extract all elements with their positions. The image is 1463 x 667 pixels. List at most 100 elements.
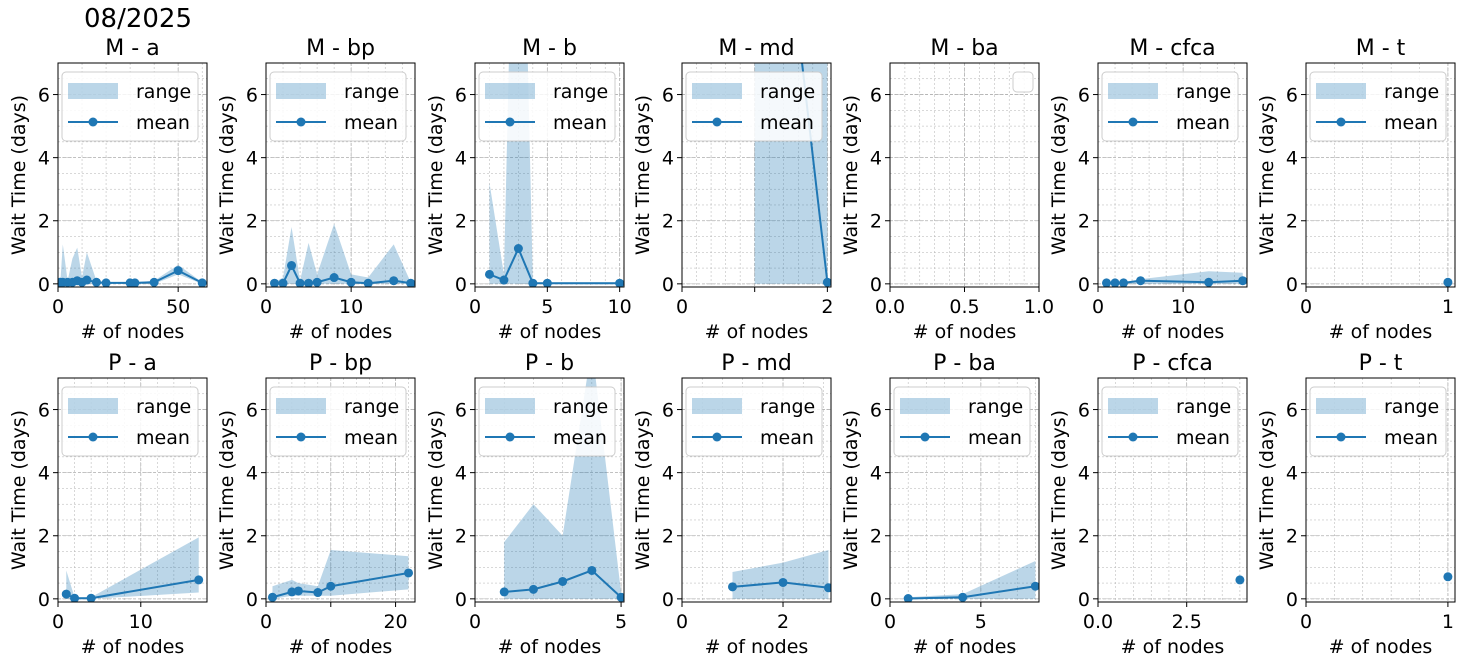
mean-point <box>616 592 624 602</box>
legend: range mean <box>1101 71 1239 142</box>
legend-range-label: range <box>344 81 399 103</box>
y-tick-label: 4 <box>38 463 50 485</box>
axes-frame <box>1305 62 1456 288</box>
legend-mean-label: mean <box>1176 427 1230 449</box>
mean-point <box>389 276 399 286</box>
data-layer <box>1443 572 1453 582</box>
x-tick-label: 20 <box>383 611 407 633</box>
legend: range mean <box>269 71 407 142</box>
legend: range mean <box>61 71 199 142</box>
y-tick-label: 6 <box>455 85 467 107</box>
y-tick-label: 0 <box>246 589 258 611</box>
x-tick-label: 1 <box>1442 296 1454 318</box>
legend: range mean <box>685 386 823 457</box>
x-tick-label: 0 <box>1300 611 1312 633</box>
mean-point <box>295 278 305 287</box>
mean-point <box>542 278 552 287</box>
legend-mean-label: mean <box>760 427 814 449</box>
legend: range mean <box>1309 386 1447 457</box>
legend-mean-marker <box>1336 117 1346 127</box>
y-tick-label: 6 <box>246 85 258 107</box>
mean-point <box>270 278 280 287</box>
y-tick-label: 4 <box>1286 148 1298 170</box>
subplot-title: P - ba <box>933 351 996 376</box>
subplot-11: 0 2 4 6 0 2 P - md # of nodes Wait Time (days) ra… <box>632 351 832 658</box>
mean-point <box>823 583 831 593</box>
data-layer <box>61 537 204 602</box>
subplot-3: 0 2 4 6 0 5 10 M - b # of nodes Wait Time (days) r… <box>425 36 632 343</box>
x-tick-label: 0 <box>52 611 64 633</box>
axes-frame <box>57 62 208 288</box>
legend-mean-label: mean <box>1176 112 1230 134</box>
subplot-5: 0 2 4 6 0.0 0.5 1.0 M - ba # of nodes Wait Time (… <box>840 36 1054 343</box>
subplot-title: P - cfca <box>1132 351 1213 376</box>
subplot-title: M - a <box>105 36 159 61</box>
mean-point <box>173 266 183 276</box>
x-tick-label: 2 <box>777 611 789 633</box>
mean-point <box>149 277 159 287</box>
subplot-12: 0 2 4 6 0 5 P - ba # of nodes Wait Time (days) ra… <box>840 351 1040 658</box>
x-axis-label: # of nodes <box>81 636 185 658</box>
axes-frame <box>681 62 832 288</box>
subplot-7: 0 2 4 6 0 1 M - t # of nodes Wait Time (days) ran… <box>1256 36 1456 343</box>
legend-mean-label: mean <box>968 427 1022 449</box>
mean-point <box>82 275 92 285</box>
y-axis-label: Wait Time (days) <box>216 95 238 255</box>
y-axis-label: Wait Time (days) <box>425 410 447 570</box>
y-tick-label: 4 <box>1078 463 1090 485</box>
axes-frame <box>1305 377 1456 603</box>
legend-range-label: range <box>344 396 399 418</box>
y-tick-label: 6 <box>870 85 882 107</box>
x-tick-label: 0 <box>260 296 272 318</box>
legend-mean-label: mean <box>553 112 607 134</box>
mean-point <box>130 278 140 287</box>
mean-point <box>329 273 339 283</box>
range-band <box>908 560 1036 599</box>
mean-point <box>499 587 509 597</box>
legend-range-swatch <box>1108 83 1158 99</box>
y-tick-label: 4 <box>870 463 882 485</box>
y-tick-label: 6 <box>246 400 258 422</box>
y-tick-label: 4 <box>455 463 467 485</box>
subplot-title: M - t <box>1356 36 1406 61</box>
legend-mean-label: mean <box>760 112 814 134</box>
x-tick-label: 2 <box>821 296 833 318</box>
x-axis-label: # of nodes <box>1121 321 1225 343</box>
x-axis-label: # of nodes <box>289 321 393 343</box>
x-tick-label: 1.0 <box>1024 296 1054 318</box>
mean-point <box>304 278 314 287</box>
y-tick-label: 2 <box>870 526 882 548</box>
y-tick-label: 4 <box>662 148 674 170</box>
x-tick-label: 0 <box>1300 296 1312 318</box>
legend-range-swatch <box>1316 398 1366 414</box>
mean-point <box>1119 278 1129 287</box>
mean-point <box>499 275 509 285</box>
mean-point <box>363 278 373 287</box>
y-tick-label: 0 <box>38 274 50 296</box>
mean-point <box>406 278 415 287</box>
x-tick-label: 0 <box>469 611 481 633</box>
axes-frame <box>681 377 832 603</box>
mean-point <box>1110 278 1120 287</box>
legend-range-label: range <box>1384 81 1439 103</box>
legend-mean-marker <box>88 432 98 442</box>
x-tick-label: 0 <box>1092 296 1104 318</box>
y-tick-label: 4 <box>1078 148 1090 170</box>
grid <box>682 63 831 287</box>
y-tick-label: 4 <box>38 148 50 170</box>
legend-range-swatch <box>68 398 118 414</box>
mean-point <box>1030 581 1039 591</box>
mean-point <box>346 277 356 287</box>
subplot-8: 0 2 4 6 0 10 P - a # of nodes Wait Time (days) ra… <box>8 351 208 658</box>
legend-mean-marker <box>920 432 930 442</box>
legend-range-label: range <box>760 81 815 103</box>
y-tick-label: 2 <box>1078 526 1090 548</box>
legend-range-swatch <box>276 398 326 414</box>
legend-range-label: range <box>1176 396 1231 418</box>
y-axis-label: Wait Time (days) <box>216 410 238 570</box>
legend-range-label: range <box>1384 396 1439 418</box>
subplot-10: 0 2 4 6 0 5 P - b # of nodes Wait Time (days) ran… <box>425 351 627 658</box>
y-tick-label: 0 <box>455 589 467 611</box>
range-band <box>732 549 829 599</box>
y-tick-label: 2 <box>246 526 258 548</box>
